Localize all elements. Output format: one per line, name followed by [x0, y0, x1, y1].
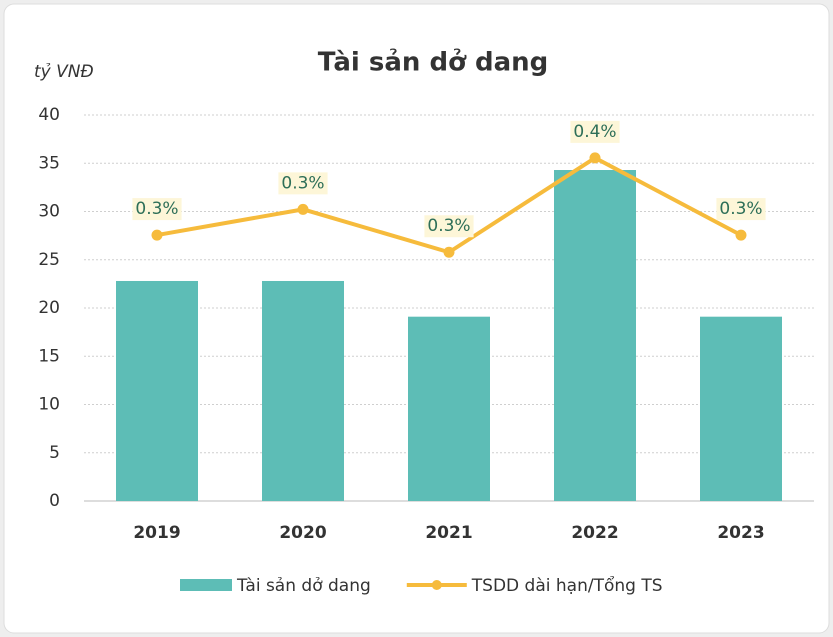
y-tick-label: 20: [38, 298, 60, 318]
data-label: 0.3%: [135, 199, 178, 219]
data-label: 0.3%: [719, 199, 762, 219]
bar: [554, 170, 636, 501]
x-tick-label: 2020: [279, 523, 326, 543]
y-tick-label: 40: [38, 105, 60, 125]
legend-label: TSDD dài hạn/Tổng TS: [471, 575, 663, 596]
bar: [408, 316, 490, 501]
y-tick-label: 10: [38, 395, 60, 415]
y-tick-label: 5: [49, 443, 60, 463]
data-label-bg: [278, 172, 328, 195]
data-label-bg: [424, 215, 474, 238]
legend-swatch: [431, 580, 442, 590]
y-tick-label: 15: [38, 346, 60, 366]
legend-swatch: [180, 579, 232, 591]
line-point: [589, 152, 601, 164]
y-tick-label: 35: [38, 153, 60, 173]
line-point: [151, 229, 163, 241]
x-tick-label: 2022: [571, 523, 618, 543]
x-tick-label: 2021: [425, 523, 472, 543]
data-label-bg: [716, 198, 766, 221]
bar: [116, 280, 198, 501]
x-tick-label: 2023: [717, 523, 764, 543]
data-label: 0.4%: [573, 122, 616, 142]
data-label: 0.3%: [281, 173, 324, 193]
legend-label: Tài sản dở dang: [236, 576, 371, 596]
bar: [262, 280, 344, 501]
line-point: [297, 203, 309, 215]
x-tick-label: 2019: [133, 523, 180, 543]
data-label-bg: [570, 120, 620, 143]
y-axis-label: tỷ VNĐ: [34, 62, 94, 82]
y-tick-label: 30: [38, 202, 60, 222]
bar: [700, 316, 782, 501]
y-tick-label: 0: [49, 491, 60, 511]
y-tick-label: 25: [38, 250, 60, 270]
data-label: 0.3%: [427, 216, 470, 236]
line-point: [443, 246, 455, 258]
chart-title: Tài sản dở dang: [318, 47, 549, 78]
line-point: [735, 229, 747, 241]
data-label-bg: [132, 198, 182, 221]
